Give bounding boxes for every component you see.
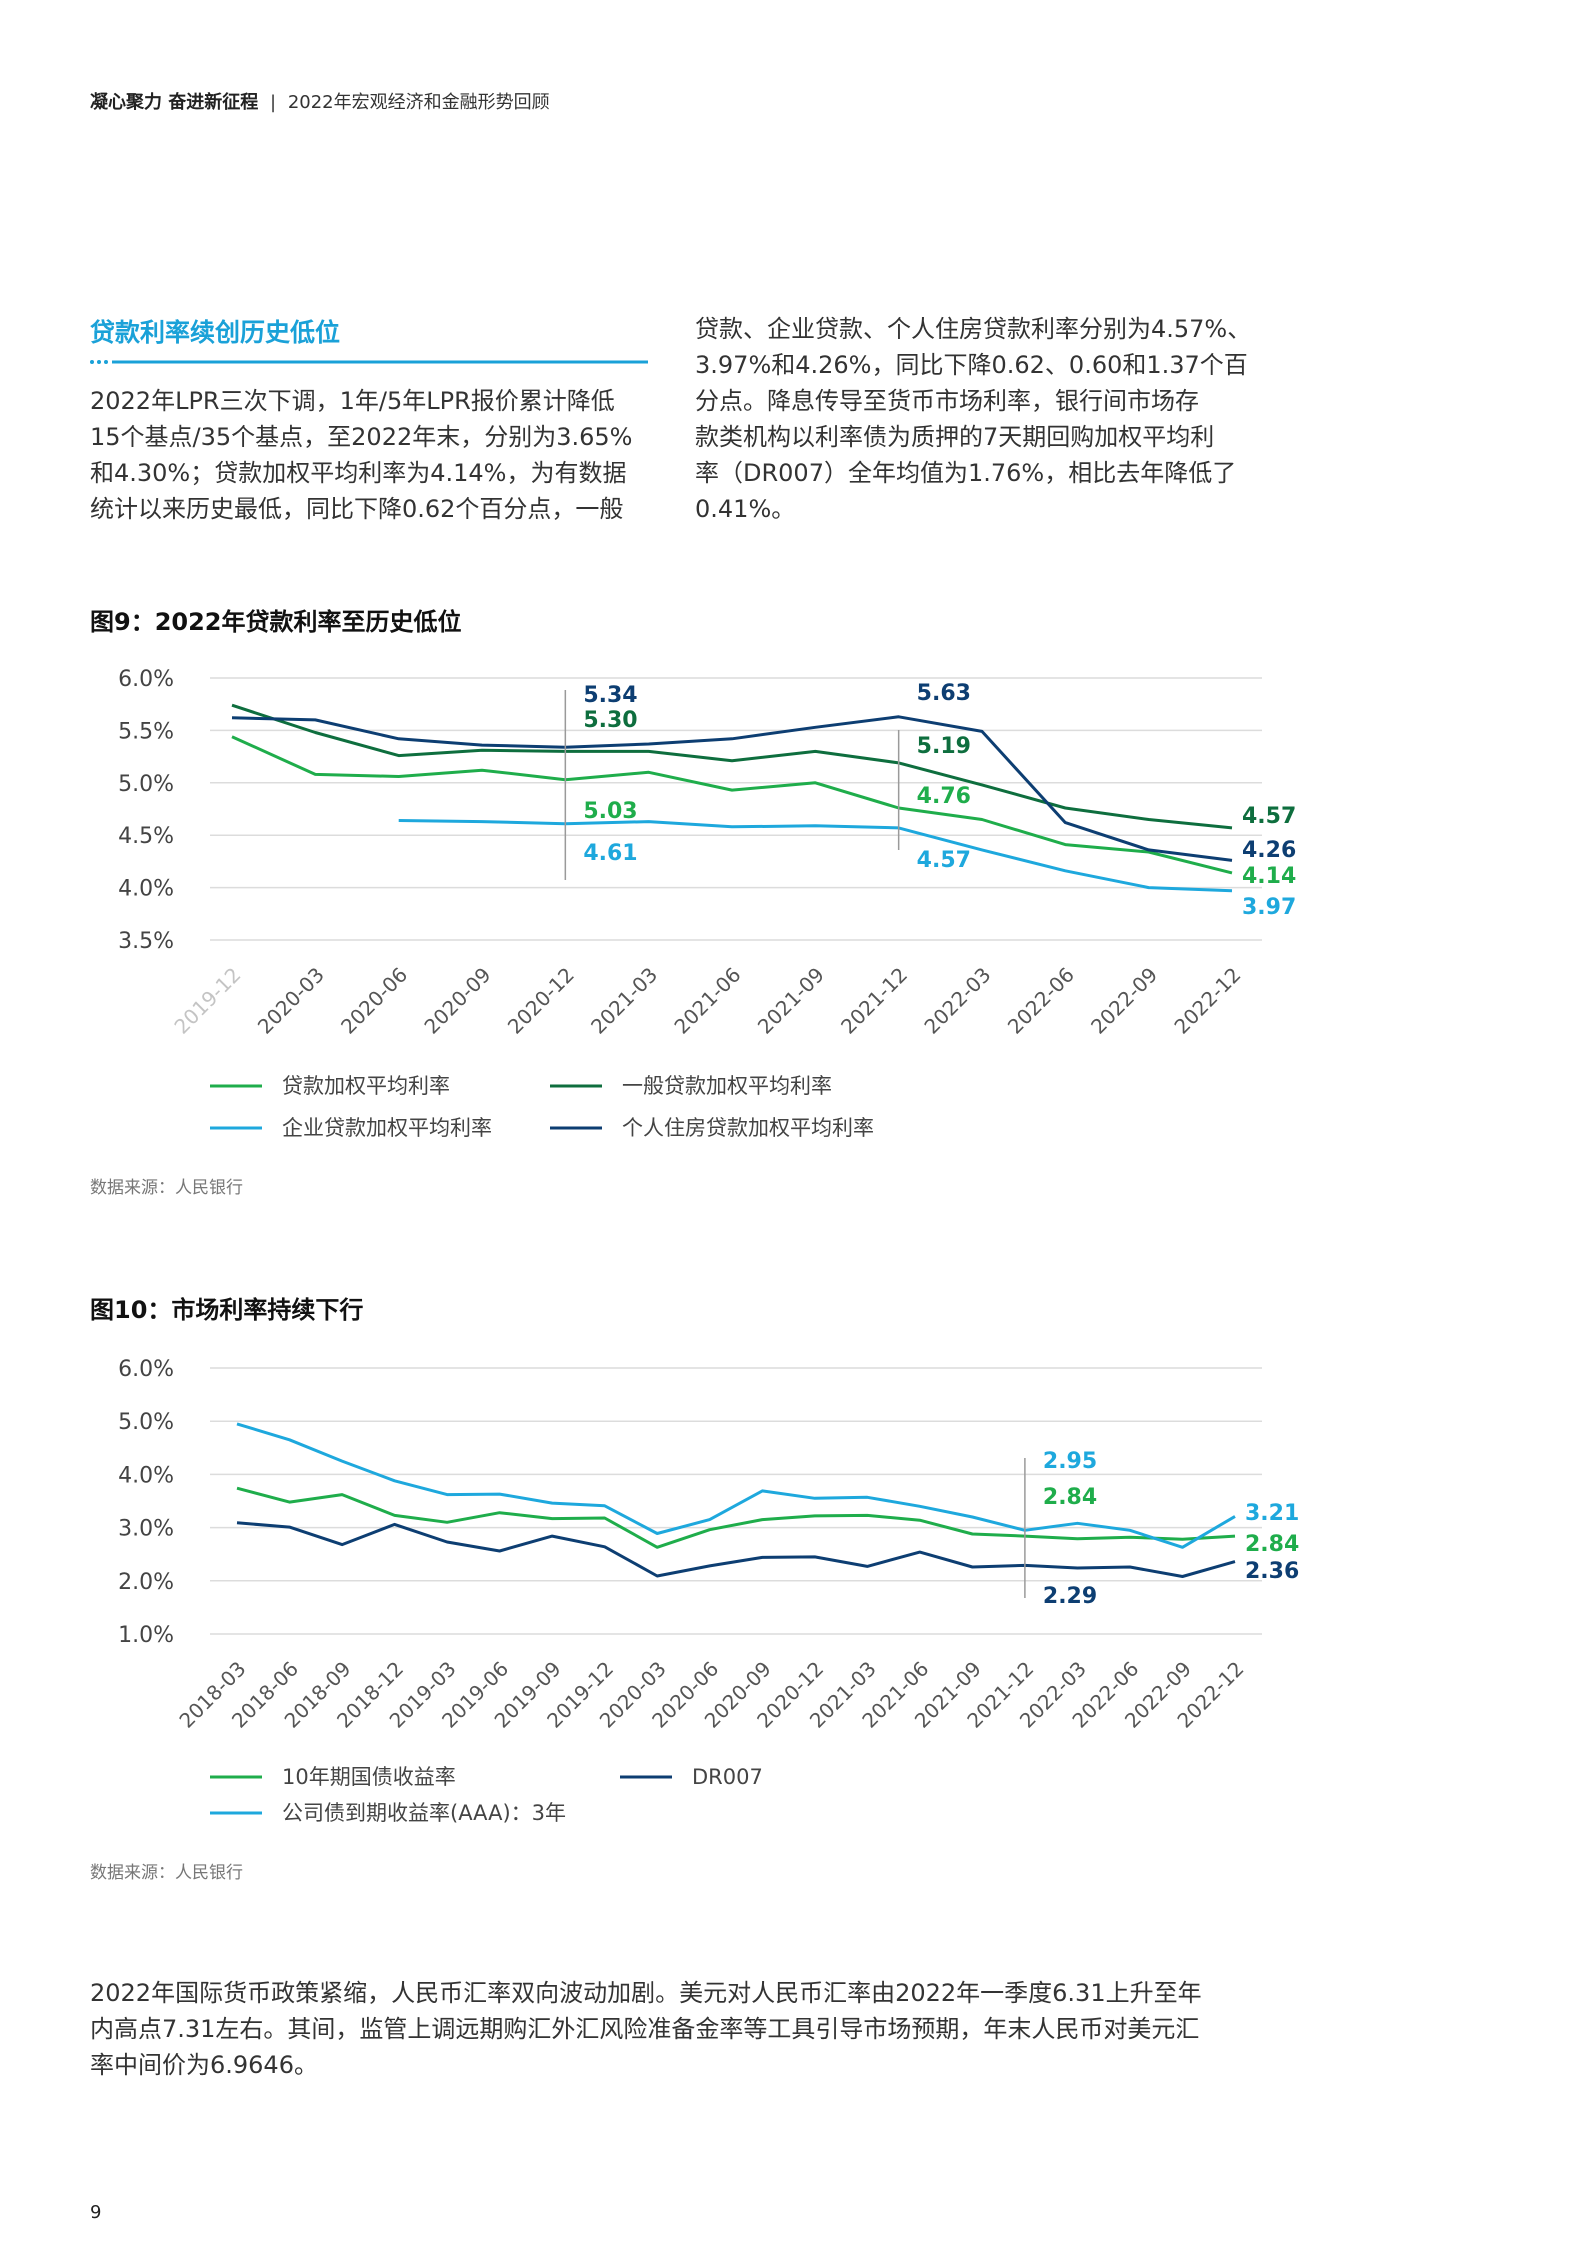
legend-label: 个人住房贷款加权平均利率 [622,1116,874,1140]
x-tick-label: 2020-03 [253,963,329,1039]
exchange-rate-paragraph: 2022年国际货币政策紧缩，人民币汇率双向波动加剧。美元对人民币汇率由2022年… [90,1975,1290,2083]
x-tick-label: 2020-06 [336,963,412,1039]
data-label: 5.03 [583,799,637,824]
data-label: 4.14 [1242,864,1296,889]
data-label: 2.84 [1043,1485,1097,1510]
x-tick-label: 2020-12 [503,963,579,1039]
x-tick-label: 2019-12 [169,963,245,1039]
x-tick-label: 2021-12 [836,963,912,1039]
intro-paragraph-left: 2022年LPR三次下调，1年/5年LPR报价累计降低 15个基点/35个基点，… [90,383,660,527]
header-report-title: 2022年宏观经济和金融形势回顾 [287,92,550,113]
series-line [236,1486,1236,1549]
data-label: 5.30 [583,708,637,733]
y-tick-label: 1.0% [118,1623,174,1648]
series-line [398,819,1233,893]
x-tick-label: 2022-03 [919,963,995,1039]
y-tick-label: 3.5% [118,929,174,954]
text-line: 2022年LPR三次下调，1年/5年LPR报价累计降低 [90,387,615,415]
series-line [231,735,1233,875]
figure9-source: 数据来源：人民银行 [90,1178,243,1198]
y-tick-label: 2.0% [118,1570,174,1595]
figure9-title: 图9：2022年贷款利率至历史低位 [90,608,462,636]
legend-label: 公司债到期收益率(AAA)：3年 [282,1801,566,1825]
data-label: 4.57 [1242,804,1296,829]
section-title-underline [90,360,648,364]
series-line [236,1521,1236,1578]
text-line: 率中间价为6.9646。 [90,2051,318,2079]
y-tick-label: 4.0% [118,877,174,902]
legend-label: 贷款加权平均利率 [282,1074,450,1098]
data-label: 4.76 [917,784,971,809]
page-header: 凝心聚力 奋进新征程 | 2022年宏观经济和金融形势回顾 [90,88,550,114]
x-tick-label: 2021-03 [586,963,662,1039]
y-tick-label: 5.0% [118,1410,174,1435]
section-title: 贷款利率续创历史低位 [90,318,341,347]
data-label: 3.97 [1242,895,1296,920]
text-line: 和4.30%；贷款加权平均利率为4.14%，为有数据 [90,459,627,487]
y-tick-label: 6.0% [118,667,174,692]
legend-label: 10年期国债收益率 [282,1765,456,1789]
y-tick-label: 6.0% [118,1357,174,1382]
y-tick-label: 3.0% [118,1517,174,1542]
y-tick-label: 5.5% [118,719,174,744]
series-line [231,715,1233,862]
legend-label: 一般贷款加权平均利率 [622,1074,832,1098]
x-tick-label: 2022-06 [1003,963,1079,1039]
data-label: 4.61 [583,841,637,866]
data-label: 2.84 [1245,1532,1299,1557]
y-tick-label: 4.5% [118,824,174,849]
text-line: 0.41%。 [695,495,796,523]
text-line: 统计以来历史最低，同比下降0.62个百分点，一般 [90,495,624,523]
data-label: 5.63 [917,681,971,706]
x-tick-label: 2022-09 [1086,963,1162,1039]
figure9-chart: 3.5%4.0%4.5%5.0%5.5%6.0%2019-12 2020-03 20… [118,667,1296,1140]
text-line: 2022年国际货币政策紧缩，人民币汇率双向波动加剧。美元对人民币汇率由2022年… [90,1979,1202,2007]
series-line [231,703,1233,830]
intro-paragraph-right: 贷款、企业贷款、个人住房贷款利率分别为4.57%、 3.97%和4.26%，同比… [695,311,1275,527]
data-label: 2.95 [1043,1449,1097,1474]
data-label: 2.29 [1043,1584,1097,1609]
legend-label: DR007 [692,1765,763,1789]
text-line: 15个基点/35个基点，至2022年末，分别为3.65% [90,423,633,451]
x-tick-label: 2020-09 [419,963,495,1039]
text-line: 款类机构以利率债为质押的7天期回购加权平均利 [695,423,1215,451]
figure10-source: 数据来源：人民银行 [90,1863,243,1883]
text-line: 率（DR007）全年均值为1.76%，相比去年降低了 [695,459,1237,487]
data-label: 2.36 [1245,1559,1299,1584]
text-line: 内高点7.31左右。其间，监管上调远期购汇外汇风险准备金率等工具引导市场预期，年… [90,2015,1200,2043]
header-separator: | [270,92,277,113]
text-line: 贷款、企业贷款、个人住房贷款利率分别为4.57%、 [695,315,1252,343]
y-tick-label: 5.0% [118,772,174,797]
figure10-chart: 1.0%2.0%3.0%4.0%5.0%6.0%2018-032018-0620… [118,1357,1299,1825]
data-label: 4.57 [917,848,971,873]
x-tick-label: 2022-12 [1169,963,1245,1039]
text-line: 3.97%和4.26%，同比下降0.62、0.60和1.37个百 [695,351,1248,379]
x-tick-label: 2021-09 [753,963,829,1039]
header-slogan: 凝心聚力 奋进新征程 [90,92,259,113]
data-label: 5.19 [917,734,971,759]
y-tick-label: 4.0% [118,1463,174,1488]
data-label: 3.21 [1245,1501,1299,1526]
data-label: 5.34 [583,683,637,708]
series-line [236,1422,1236,1549]
x-tick-label: 2021-06 [669,963,745,1039]
data-label: 4.26 [1242,838,1296,863]
legend-label: 企业贷款加权平均利率 [282,1116,492,1140]
page-number: 9 [90,2202,102,2223]
text-line: 分点。降息传导至货币市场利率，银行间市场存 [695,387,1199,415]
figure10-title: 图10：市场利率持续下行 [90,1296,364,1324]
